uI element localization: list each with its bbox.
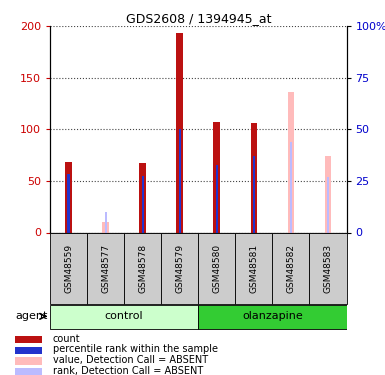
Bar xyxy=(290,142,292,232)
Text: olanzapine: olanzapine xyxy=(242,311,303,321)
Bar xyxy=(251,123,257,232)
Bar xyxy=(310,232,346,304)
Text: control: control xyxy=(105,311,144,321)
Text: agent: agent xyxy=(16,311,48,321)
Bar xyxy=(104,212,107,232)
Bar xyxy=(198,305,346,328)
Text: GSM48581: GSM48581 xyxy=(249,244,258,292)
Bar xyxy=(50,305,198,328)
Bar xyxy=(124,232,161,304)
Text: GSM48577: GSM48577 xyxy=(101,244,110,292)
Bar xyxy=(176,33,183,232)
Text: value, Detection Call = ABSENT: value, Detection Call = ABSENT xyxy=(53,355,208,365)
Text: GSM48559: GSM48559 xyxy=(64,244,73,292)
Bar xyxy=(288,92,294,232)
Text: GSM48578: GSM48578 xyxy=(138,244,147,292)
Text: GSM48583: GSM48583 xyxy=(323,244,333,292)
Bar xyxy=(325,156,331,232)
Text: count: count xyxy=(53,334,80,344)
Text: GSM48582: GSM48582 xyxy=(286,244,295,292)
Bar xyxy=(15,368,42,375)
Bar xyxy=(179,129,181,232)
Bar xyxy=(15,347,42,354)
Bar xyxy=(198,232,235,304)
Bar xyxy=(67,174,70,232)
Bar xyxy=(139,164,146,232)
Title: GDS2608 / 1394945_at: GDS2608 / 1394945_at xyxy=(126,12,271,25)
Bar xyxy=(50,232,87,304)
Bar xyxy=(87,232,124,304)
Bar xyxy=(235,232,273,304)
Text: GSM48580: GSM48580 xyxy=(212,244,221,292)
Bar xyxy=(273,232,310,304)
Bar xyxy=(15,336,42,343)
Text: percentile rank within the sample: percentile rank within the sample xyxy=(53,344,218,354)
Bar xyxy=(65,162,72,232)
Bar xyxy=(216,165,218,232)
Bar xyxy=(253,156,255,232)
Bar xyxy=(327,177,329,232)
Bar xyxy=(213,122,220,232)
Bar xyxy=(161,232,198,304)
Text: GSM48579: GSM48579 xyxy=(175,244,184,292)
Text: rank, Detection Call = ABSENT: rank, Detection Call = ABSENT xyxy=(53,366,203,375)
Bar xyxy=(15,357,42,364)
Bar xyxy=(102,222,109,232)
Bar xyxy=(142,176,144,232)
